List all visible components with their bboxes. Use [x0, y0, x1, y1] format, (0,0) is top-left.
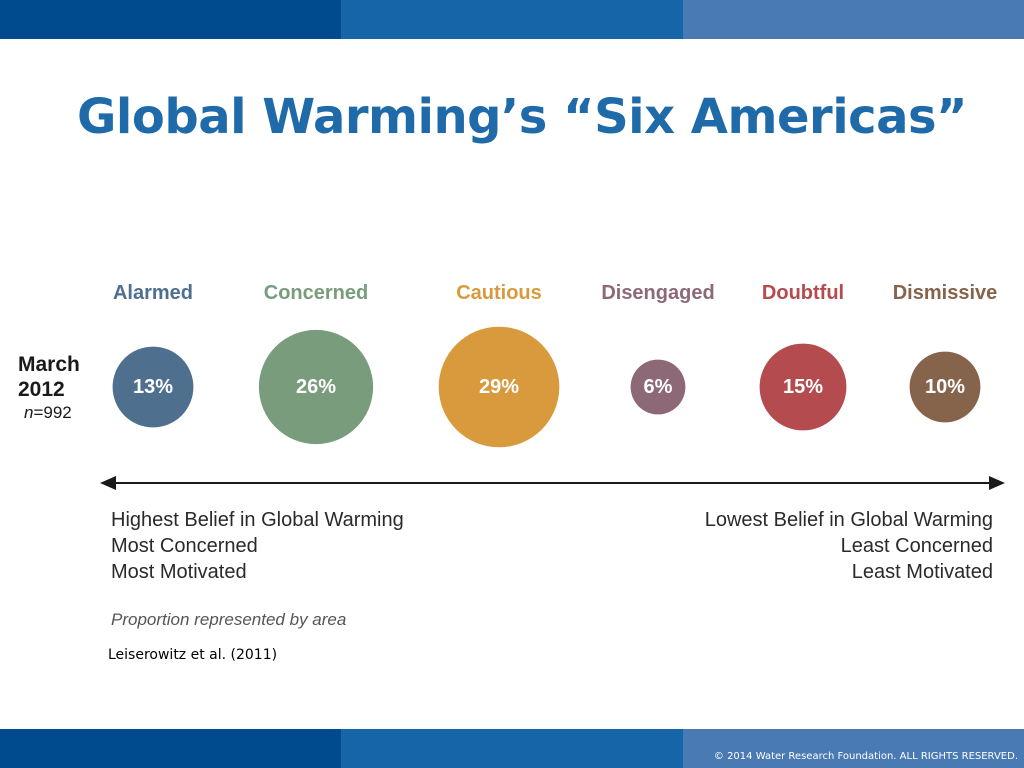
value-label-alarmed: 13% [133, 376, 173, 398]
category-label-disengaged: Disengaged [601, 282, 714, 304]
value-label-cautious: 29% [479, 376, 519, 398]
category-label-alarmed: Alarmed [113, 282, 193, 304]
citation: Leiserowitz et al. (2011) [108, 647, 278, 663]
slide-title: Global Warming’s “Six Americas” [77, 89, 968, 145]
value-label-concerned: 26% [296, 376, 336, 398]
value-label-disengaged: 6% [644, 376, 673, 398]
sample-size-value: =992 [33, 403, 72, 422]
survey-label: March 2012 n=992 [18, 352, 80, 424]
bubble-alarmed [112, 346, 194, 428]
top-band-segment-3 [683, 0, 1024, 39]
axis-left-line-1: Highest Belief in Global Warming [111, 509, 404, 531]
value-label-dismissive: 10% [925, 376, 965, 398]
bubble-concerned [258, 329, 374, 445]
top-band-segment-1 [0, 0, 341, 39]
axis-left-line-2: Most Concerned [111, 535, 258, 557]
category-label-doubtful: Doubtful [762, 282, 844, 304]
sample-size-symbol: n [24, 403, 34, 422]
bubble-dismissive [909, 351, 981, 423]
axis-left-line-3: Most Motivated [111, 561, 247, 583]
copyright-notice: © 2014 Water Research Foundation. ALL RI… [713, 751, 1018, 762]
area-note: Proportion represented by area [111, 610, 347, 629]
bottom-band-segment-2 [341, 729, 683, 768]
survey-month: March [18, 353, 80, 376]
bubble-disengaged [630, 359, 686, 415]
axis-right-line-3: Least Motivated [851, 561, 993, 583]
axis-arrowhead-left [100, 476, 116, 490]
top-band-segment-2 [341, 0, 683, 39]
axis-right-line-1: Lowest Belief in Global Warming [704, 509, 993, 531]
category-label-dismissive: Dismissive [893, 282, 998, 304]
belief-axis-arrow [100, 476, 1005, 490]
bottom-band-segment-1 [0, 729, 341, 768]
axis-right-line-2: Least Concerned [840, 535, 993, 557]
axis-arrowhead-right [989, 476, 1005, 490]
value-label-doubtful: 15% [783, 376, 823, 398]
bubbles-layer: Alarmed 13% Concerned 26% Cautious 29% Disenga… [112, 282, 998, 448]
axis-left-description: Highest Belief in Global Warming Most Co… [111, 507, 404, 585]
axis-right-description: Lowest Belief in Global Warming Least Co… [705, 507, 993, 585]
bottom-color-band [0, 729, 1024, 768]
top-color-band [0, 0, 1024, 39]
bubble-doubtful [759, 343, 847, 431]
survey-year: 2012 [18, 378, 65, 401]
bottom-band-segment-3 [683, 729, 1024, 768]
sample-size: n=992 [18, 402, 80, 424]
category-label-cautious: Cautious [456, 282, 542, 304]
category-label-concerned: Concerned [264, 282, 368, 304]
bubble-cautious [438, 326, 560, 448]
